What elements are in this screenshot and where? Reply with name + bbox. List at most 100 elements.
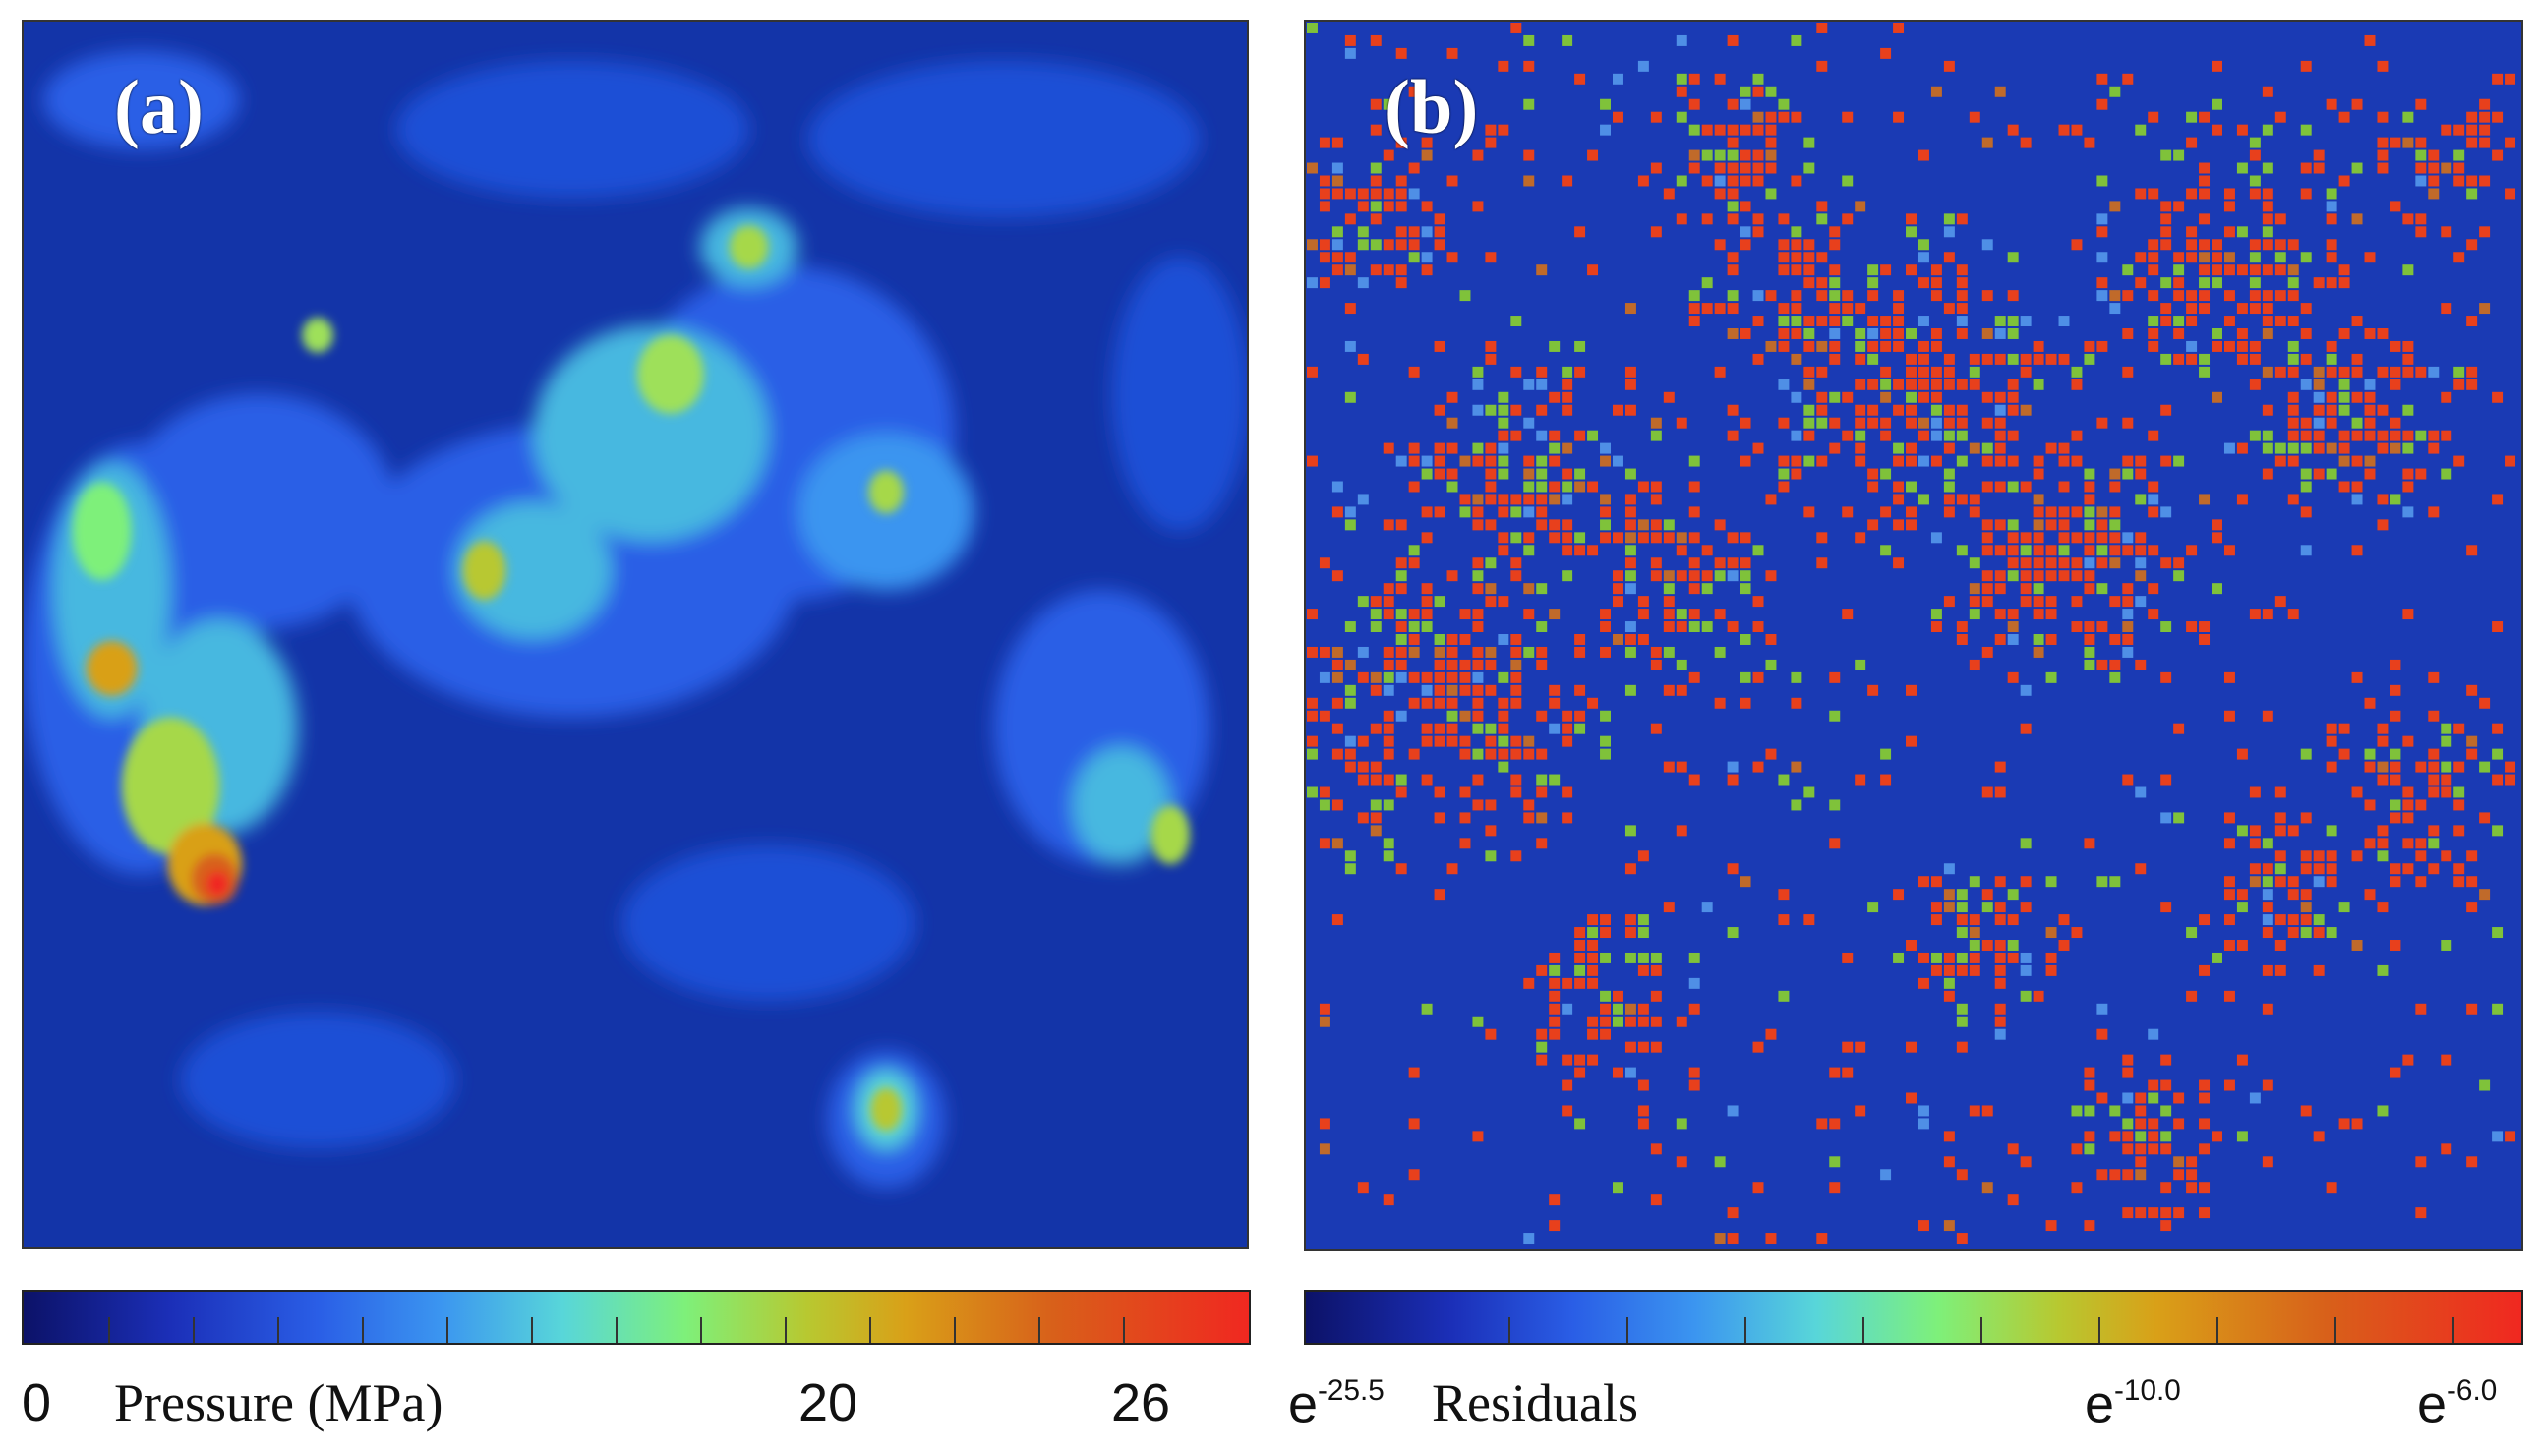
residual-cell [2274,940,2286,951]
residual-cell [2160,506,2172,518]
residual-cell [2402,264,2414,276]
residual-cell [1624,379,1636,390]
residual-cell [1867,902,1879,913]
residual-cell [2160,774,2172,786]
residual-cell [2300,914,2312,926]
residual-cell [1803,786,1815,798]
residual-cell [2173,252,2185,263]
residual-cell [1969,964,1980,976]
colorbar-tick [1744,1317,1746,1343]
residual-cell [2020,990,2032,1002]
residual-cell [2160,1207,2172,1219]
residual-cell [1344,506,1356,518]
residual-cell [1816,391,1828,403]
residual-cell [1446,735,1458,747]
residual-cell [2186,111,2198,123]
residual-cell [1523,812,1535,824]
residual-cell [1331,506,1343,518]
residual-cell [1408,621,1420,633]
residual-cell [1676,73,1687,85]
residual-cell [2160,621,2172,633]
residual-cell [1727,213,1739,225]
residual-cell [2109,201,2121,212]
residual-cell [2236,748,2248,760]
residual-cell [2402,137,2414,148]
residual-cell [1791,252,1802,263]
residual-cell [1446,659,1458,670]
residual-cell [1676,86,1687,97]
residual-cell [1523,417,1535,429]
residual-cell [2199,162,2211,174]
residual-cell [1485,723,1497,734]
residual-cell [1498,710,1509,722]
residual-cell [1523,481,1535,493]
residual-cell [2173,328,2185,339]
residual-cell [1956,430,1968,441]
residual-cell [1688,290,1700,302]
residual-cell [1740,671,1751,683]
residual-cell [1485,252,1497,263]
residual-cell [1650,646,1662,658]
residual-cell [1536,838,1548,849]
residual-cell [1791,239,1802,251]
residual-cell [1918,316,1929,327]
residual-cell [1714,124,1726,136]
residual-cell [1765,162,1777,174]
residual-cell [1549,684,1561,696]
residual-cell [2364,417,2376,429]
residual-cell [2415,162,2427,174]
residual-cell [1624,570,1636,582]
residual-cell [1587,952,1599,963]
residual-cell [1829,442,1841,454]
residual-cell [2377,149,2389,161]
residual-cell [1408,671,1420,683]
residual-cell [2351,850,2363,862]
residual-cell [1740,570,1751,582]
residual-cell [1791,468,1802,480]
residual-cell [1549,1016,1561,1027]
residual-cell [2262,468,2273,480]
colorbar-tick [1508,1317,1510,1343]
residual-cell [1906,328,1917,339]
residual-cell [1906,1041,1917,1053]
residual-cell [1574,977,1586,989]
residual-cell [1587,927,1599,939]
residual-cell [2249,838,2261,849]
residual-cell [1562,404,1573,416]
residual-cell [1485,481,1497,493]
residual-cell [1930,340,1942,352]
residual-cell [2109,557,2121,569]
residual-cell [1485,735,1497,747]
residual-cell [1803,455,1815,467]
residual-cell [1816,404,1828,416]
residual-cell [2223,940,2235,951]
residual-cell [2135,1143,2147,1155]
residual-cell [1969,111,1980,123]
residual-cell [1331,697,1343,709]
residual-cell [1714,366,1726,378]
residual-cell [1434,455,1446,467]
residual-cell [1676,659,1687,670]
residual-cell [1752,545,1764,556]
residual-cell [2148,1143,2159,1155]
residual-cell [1688,621,1700,633]
residual-cell [1600,124,1611,136]
residual-cell [1459,609,1471,620]
residual-cell [1956,277,1968,289]
residual-cell [1906,735,1917,747]
residual-cell [2428,671,2440,683]
residual-cell [1676,609,1687,620]
residual-cell [1956,964,1968,976]
residual-cell [1829,1118,1841,1130]
residual-cell [1855,774,1866,786]
residual-cell [2441,303,2452,315]
residual-cell [1383,149,1394,161]
residual-cell [2300,506,2312,518]
residual-cell [2364,34,2376,46]
residual-cell [1536,710,1548,722]
residual-cell [2020,964,2032,976]
residual-cell [1624,583,1636,595]
residual-cell [1867,519,1879,531]
residual-cell [2071,455,2083,467]
residual-cell [2466,379,2478,390]
